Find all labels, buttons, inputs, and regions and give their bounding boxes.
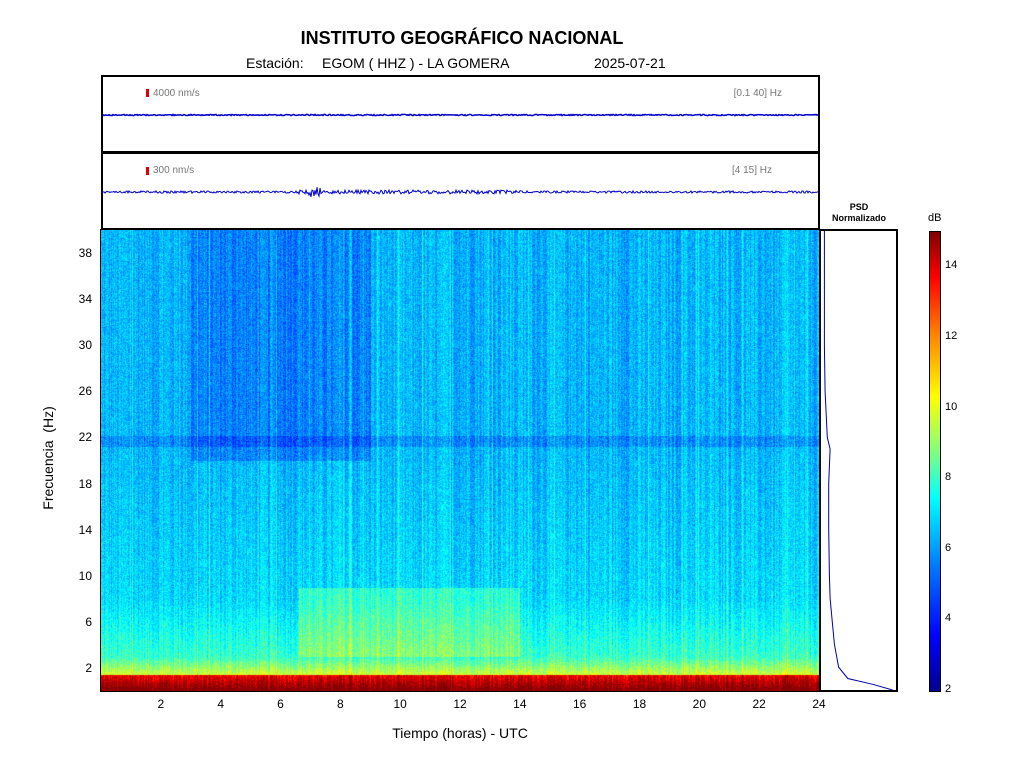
x-tick-label: 12 — [453, 697, 467, 711]
x-tick-label: 16 — [572, 697, 587, 711]
y-tick-label: 26 — [78, 384, 92, 399]
colorbar-tick-label: 8 — [945, 471, 952, 484]
y-tick-label: 10 — [78, 568, 92, 583]
colorbar-unit: dB — [928, 212, 942, 224]
trace-panel-broadband: 4000 nm/s [0.1 40] Hz — [101, 75, 820, 153]
x-tick-label: 8 — [336, 697, 344, 711]
trace-amplitude-label: 4000 nm/s — [153, 88, 200, 99]
y-tick-label: 14 — [78, 522, 92, 537]
page-title: INSTITUTO GEOGRÁFICO NACIONAL — [300, 28, 624, 48]
y-tick-label: 18 — [78, 476, 92, 491]
y-tick-label: 34 — [78, 292, 92, 307]
colorbar-tick-label: 6 — [945, 541, 952, 554]
station-name: EGOM ( HHZ ) - LA GOMERA — [322, 55, 510, 71]
station-label: Estación: — [246, 55, 304, 71]
y-tick-label: 30 — [78, 338, 92, 353]
trace-waveform — [103, 113, 818, 117]
amplitude-scale-marker — [146, 89, 149, 97]
colorbar-tick-label: 4 — [945, 612, 952, 625]
y-tick-label: 6 — [85, 614, 92, 629]
colorbar-tick-label: 12 — [945, 329, 958, 342]
amplitude-scale-marker — [146, 167, 149, 175]
colorbar-tick-label: 10 — [945, 400, 958, 413]
trace-panel-filtered: 300 nm/s [4 15] Hz — [101, 152, 820, 230]
trace-amplitude-label: 300 nm/s — [153, 165, 195, 176]
date-label: 2025-07-21 — [594, 55, 666, 71]
psd-panel — [819, 229, 898, 692]
x-tick-label: 2 — [157, 697, 165, 711]
psd-curve — [823, 231, 893, 690]
y-axis-title: Frecuencia (Hz) — [40, 406, 56, 510]
y-tick-label: 22 — [78, 430, 92, 445]
x-tick-label: 18 — [632, 697, 647, 711]
psd-title: PSD Normalizado — [820, 202, 898, 224]
trace-band-label: [4 15] Hz — [731, 165, 772, 176]
x-tick-label: 24 — [812, 697, 826, 711]
trace-waveform — [103, 187, 818, 198]
x-tick-label: 6 — [277, 697, 284, 711]
colorbar-tick-label: 2 — [945, 683, 952, 695]
x-tick-label: 4 — [217, 697, 224, 711]
spectrogram-heatmap — [101, 230, 819, 691]
spectrogram-panel — [100, 229, 820, 692]
psd-title-line1: PSD — [849, 202, 869, 212]
colorbar-tick-label: 14 — [945, 259, 958, 272]
psd-title-line2: Normalizado — [831, 213, 886, 223]
x-tick-label: 14 — [513, 697, 527, 711]
x-axis-title: Tiempo (horas) - UTC — [392, 725, 528, 741]
y-tick-label: 38 — [78, 246, 92, 261]
x-tick-label: 10 — [393, 697, 407, 711]
x-tick-label: 20 — [692, 697, 706, 711]
x-tick-label: 22 — [752, 697, 766, 711]
y-tick-label: 2 — [85, 660, 92, 675]
colorbar — [929, 231, 941, 692]
trace-band-label: [0.1 40] Hz — [733, 88, 782, 99]
